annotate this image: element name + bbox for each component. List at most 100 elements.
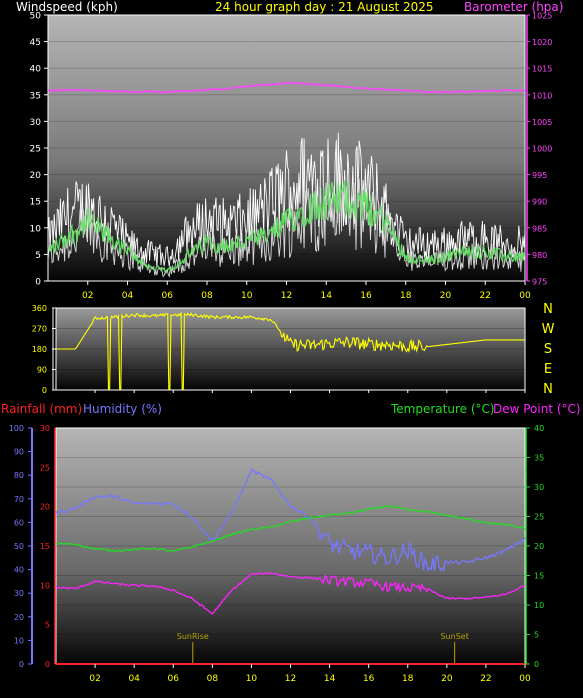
wind-direction-line (56, 311, 525, 391)
compass-label: W (542, 322, 555, 337)
humidity-line (55, 467, 526, 573)
direction-tick-label: 360 (32, 304, 47, 313)
windspeed-tick-label: 25 (30, 145, 41, 155)
humidity-tick-label: 70 (14, 495, 24, 504)
temperature-tick-label: 30 (534, 483, 544, 492)
direction-series (56, 311, 525, 391)
temp-hour-tick-label: 18 (402, 674, 414, 684)
direction-plot-area (55, 307, 526, 391)
humidity-tick-label: 90 (14, 448, 24, 457)
barometer-line (47, 81, 526, 94)
temp-humidity-panel: SunRise SunSet 01020304050607080901000510… (1, 402, 581, 684)
temp-axes: 0102030405060708090100051015202530051015… (9, 424, 544, 684)
windspeed-tick-label: 45 (30, 38, 41, 48)
graph-title: 24 hour graph day : 21 August 2025 (215, 0, 434, 14)
direction-grid (56, 328, 525, 370)
temp-hour-tick-label: 20 (441, 674, 453, 684)
rainfall-tick-label: 30 (40, 424, 50, 433)
direction-tick-label: 180 (32, 345, 47, 354)
temperature-tick-label: 5 (534, 631, 539, 640)
windspeed-tick-label: 10 (30, 224, 42, 234)
windspeed-tick-label: 5 (35, 251, 41, 261)
windspeed-tick-label: 20 (30, 171, 42, 181)
temp-hour-tick-label: 04 (128, 674, 140, 684)
temperature-tick-label: 25 (534, 513, 544, 522)
wind-axes: 0510152025303540455097598098599099510001… (30, 12, 553, 302)
sun-marker-label: SunSet (440, 632, 468, 641)
rainfall-tick-label: 15 (40, 542, 50, 551)
temp-hour-tick-label: 22 (480, 674, 491, 684)
rainfall-tick-label: 0 (45, 660, 50, 669)
dewpoint-line (55, 572, 526, 615)
humidity-axis-label: Humidity (%) (83, 402, 162, 416)
hour-tick-label: 12 (281, 291, 292, 301)
humidity-tick-label: 40 (14, 566, 24, 575)
barometer-tick-label: 1025 (532, 12, 552, 21)
temperature-tick-label: 20 (534, 542, 544, 551)
wind-barometer-panel: 0510152025303540455097598098599099510001… (16, 0, 563, 301)
temp-grid (56, 457, 525, 635)
hour-tick-label: 10 (241, 291, 253, 301)
rainfall-tick-label: 5 (45, 621, 50, 630)
hour-tick-label: 16 (360, 291, 372, 301)
temp-hour-tick-label: 16 (363, 674, 375, 684)
temp-hour-tick-label: 12 (285, 674, 296, 684)
compass-label: E (544, 362, 552, 377)
temperature-line (55, 505, 526, 553)
direction-tick-label: 90 (37, 366, 47, 375)
hour-tick-label: 06 (162, 291, 174, 301)
temperature-tick-label: 0 (534, 660, 539, 669)
humidity-tick-label: 10 (14, 636, 24, 645)
dewpoint-axis-label: Dew Point (°C) (493, 402, 581, 416)
humidity-tick-label: 20 (14, 613, 24, 622)
temp-hour-tick-label: 02 (89, 674, 100, 684)
rainfall-tick-label: 25 (40, 463, 50, 472)
windspeed-tick-label: 35 (30, 91, 41, 101)
temp-plot-area (55, 427, 526, 665)
temp-hour-tick-label: 06 (168, 674, 180, 684)
temp-hour-tick-label: 00 (519, 674, 531, 684)
temp-hour-tick-label: 14 (324, 674, 336, 684)
hour-tick-label: 20 (440, 291, 452, 301)
windspeed-axis-label: Windspeed (kph) (16, 0, 118, 14)
windspeed-tick-label: 30 (30, 118, 42, 128)
barometer-tick-label: 1005 (532, 118, 552, 127)
temp-hour-tick-label: 10 (246, 674, 258, 684)
temperature-tick-label: 15 (534, 572, 544, 581)
windspeed-tick-label: 50 (30, 12, 42, 22)
temp-hour-tick-label: 08 (207, 674, 219, 684)
direction-tick-label: 0 (42, 386, 47, 395)
barometer-tick-label: 1015 (532, 65, 552, 74)
humidity-tick-label: 80 (14, 471, 24, 480)
hour-tick-label: 04 (122, 291, 134, 301)
hour-tick-label: 02 (82, 291, 93, 301)
barometer-tick-label: 1010 (532, 91, 552, 100)
hour-tick-label: 00 (519, 291, 531, 301)
windspeed-tick-label: 40 (30, 65, 42, 75)
wind-average-line (47, 180, 526, 275)
humidity-tick-label: 50 (14, 542, 24, 551)
hour-tick-label: 22 (480, 291, 491, 301)
sun-marker-label: SunRise (177, 632, 209, 641)
windspeed-tick-label: 0 (35, 278, 41, 288)
hour-tick-label: 14 (321, 291, 333, 301)
wind-plot-area (47, 14, 526, 282)
direction-tick-label: 270 (32, 325, 47, 334)
barometer-axis-label: Barometer (hpa) (464, 0, 563, 14)
compass-label: N (543, 382, 553, 397)
rainfall-axis-label: Rainfall (mm) (1, 402, 82, 416)
humidity-tick-label: 30 (14, 589, 24, 598)
compass-label: N (543, 302, 553, 317)
temperature-tick-label: 35 (534, 454, 544, 463)
compass-label: S (544, 342, 552, 357)
humidity-tick-label: 0 (19, 660, 24, 669)
temperature-tick-label: 10 (534, 601, 544, 610)
humidity-tick-label: 60 (14, 518, 24, 527)
wind-series (47, 81, 526, 278)
barometer-tick-label: 975 (532, 278, 547, 287)
barometer-tick-label: 1020 (532, 38, 552, 47)
temperature-tick-label: 40 (534, 424, 544, 433)
